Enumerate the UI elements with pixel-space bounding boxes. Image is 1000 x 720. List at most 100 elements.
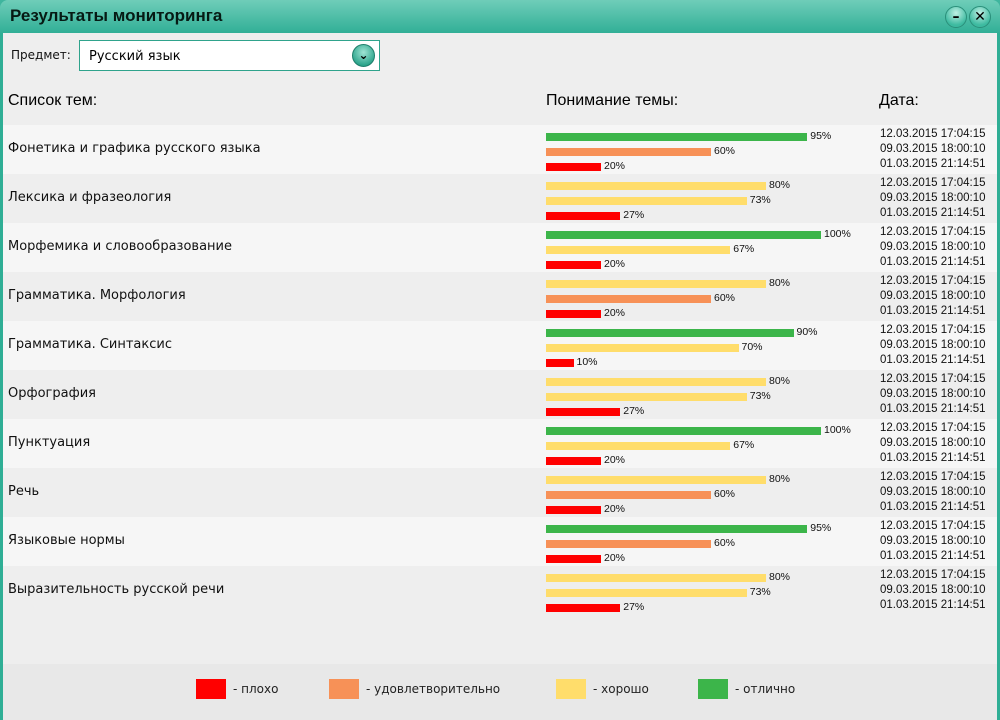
legend-swatch <box>329 679 359 699</box>
topic-row[interactable]: Морфемика и словообразование 100% 67% 20% 12… <box>3 223 997 272</box>
percent-label: 95% <box>810 522 832 534</box>
legend-swatch <box>698 679 728 699</box>
legend-item-excellent: - отлично <box>698 679 795 699</box>
result-dates: 12.03.2015 17:04:15 09.03.2015 18:00:10 01… <box>880 470 986 515</box>
percent-label: 60% <box>714 488 736 500</box>
result-dates: 12.03.2015 17:04:15 09.03.2015 18:00:10 01… <box>880 568 986 613</box>
result-date: 12.03.2015 17:04:15 <box>880 275 986 287</box>
percent-label: 73% <box>749 586 771 598</box>
result-date: 09.03.2015 18:00:10 <box>880 388 986 400</box>
bar-fill-bad <box>546 261 601 269</box>
bar-fill-bad <box>546 163 601 171</box>
close-button[interactable]: ✕ <box>969 6 991 28</box>
result-date: 12.03.2015 17:04:15 <box>880 471 986 483</box>
subject-value: Русский язык <box>89 49 181 64</box>
percent-label: 80% <box>769 179 791 191</box>
result-date: 12.03.2015 17:04:15 <box>880 422 986 434</box>
result-dates: 12.03.2015 17:04:15 09.03.2015 18:00:10 01… <box>880 127 986 172</box>
topic-name: Языковые нормы <box>8 533 125 548</box>
result-date: 09.03.2015 18:00:10 <box>880 192 986 204</box>
bar-fill-satisfactory <box>546 295 711 303</box>
bar-fill-bad <box>546 212 621 220</box>
topic-row[interactable]: Пунктуация 100% 67% 20% 12.03.2015 17:04:15 0… <box>3 419 997 468</box>
result-dates: 12.03.2015 17:04:15 09.03.2015 18:00:10 01… <box>880 274 986 319</box>
topic-row[interactable]: Грамматика. Синтаксис 90% 70% 10% 12.03.2015… <box>3 321 997 370</box>
percent-label: 67% <box>733 243 755 255</box>
result-date: 01.03.2015 21:14:51 <box>880 354 986 366</box>
topic-name: Грамматика. Синтаксис <box>8 337 172 352</box>
legend: - плохо - удовлетворительно - хорошо - отли… <box>3 664 997 720</box>
topic-row[interactable]: Речь 80% 60% 20% 12.03.2015 17:04:15 09.03.20… <box>3 468 997 517</box>
legend-label: - хорошо <box>593 682 649 696</box>
topic-row[interactable]: Грамматика. Морфология 80% 60% 20% 12.03.201… <box>3 272 997 321</box>
result-date: 01.03.2015 21:14:51 <box>880 501 986 513</box>
percent-label: 73% <box>749 390 771 402</box>
bar-fill-satisfactory <box>546 540 711 548</box>
bar-fill-good <box>546 393 747 401</box>
subject-select[interactable]: Русский язык ⌄ <box>79 40 380 71</box>
bar-fill-excellent <box>546 231 821 239</box>
topic-name: Лексика и фразеология <box>8 190 172 205</box>
result-date: 09.03.2015 18:00:10 <box>880 143 986 155</box>
topic-row[interactable]: Выразительность русской речи 80% 73% 27% 12.… <box>3 566 997 615</box>
window-title: Результаты мониторинга <box>10 6 223 25</box>
topic-name: Пунктуация <box>8 435 91 450</box>
percent-label: 80% <box>769 277 791 289</box>
result-dates: 12.03.2015 17:04:15 09.03.2015 18:00:10 01… <box>880 323 986 368</box>
topic-row[interactable]: Лексика и фразеология 80% 73% 27% 12.03.2015… <box>3 174 997 223</box>
percent-label: 20% <box>604 258 626 270</box>
topic-row[interactable]: Орфография 80% 73% 27% 12.03.2015 17:04:15 09… <box>3 370 997 419</box>
topic-row[interactable]: Фонетика и графика русского языка 95% 60% 2… <box>3 125 997 174</box>
topic-list: Фонетика и графика русского языка 95% 60% 2… <box>3 125 997 615</box>
percent-label: 60% <box>714 537 736 549</box>
bar-fill-excellent <box>546 133 808 141</box>
result-date: 12.03.2015 17:04:15 <box>880 177 986 189</box>
percent-label: 60% <box>714 145 736 157</box>
result-date: 01.03.2015 21:14:51 <box>880 550 986 562</box>
legend-swatch <box>556 679 586 699</box>
understanding-header: Понимание темы: <box>546 92 679 109</box>
percent-label: 20% <box>604 454 626 466</box>
result-date: 09.03.2015 18:00:10 <box>880 486 986 498</box>
result-dates: 12.03.2015 17:04:15 09.03.2015 18:00:10 01… <box>880 519 986 564</box>
result-date: 12.03.2015 17:04:15 <box>880 226 986 238</box>
result-dates: 12.03.2015 17:04:15 09.03.2015 18:00:10 01… <box>880 421 986 466</box>
result-date: 01.03.2015 21:14:51 <box>880 207 986 219</box>
window-content: Предмет: Русский язык ⌄ Список тем: Пони… <box>3 33 997 720</box>
result-date: 09.03.2015 18:00:10 <box>880 535 986 547</box>
bar-fill-good <box>546 344 739 352</box>
percent-label: 27% <box>623 209 645 221</box>
bar-fill-bad <box>546 506 601 514</box>
percent-label: 10% <box>576 356 598 368</box>
minimize-button[interactable]: – <box>945 6 967 28</box>
result-date: 01.03.2015 21:14:51 <box>880 158 986 170</box>
percent-label: 95% <box>810 130 832 142</box>
topic-name: Морфемика и словообразование <box>8 239 232 254</box>
result-date: 09.03.2015 18:00:10 <box>880 437 986 449</box>
result-date: 12.03.2015 17:04:15 <box>880 324 986 336</box>
bar-fill-good <box>546 589 747 597</box>
topic-row[interactable]: Языковые нормы 95% 60% 20% 12.03.2015 17:04:… <box>3 517 997 566</box>
result-date: 01.03.2015 21:14:51 <box>880 599 986 611</box>
percent-label: 27% <box>623 405 645 417</box>
bar-fill-bad <box>546 555 601 563</box>
percent-label: 100% <box>824 424 851 436</box>
chevron-down-icon[interactable]: ⌄ <box>352 44 375 67</box>
subject-label: Предмет: <box>11 48 71 62</box>
percent-label: 20% <box>604 160 626 172</box>
percent-label: 90% <box>796 326 818 338</box>
bar-fill-good <box>546 476 766 484</box>
result-date: 12.03.2015 17:04:15 <box>880 373 986 385</box>
bar-fill-good <box>546 442 731 450</box>
bar-fill-bad <box>546 604 621 612</box>
bar-fill-good <box>546 280 766 288</box>
percent-label: 20% <box>604 552 626 564</box>
result-dates: 12.03.2015 17:04:15 09.03.2015 18:00:10 01… <box>880 372 986 417</box>
date-header: Дата: <box>879 92 919 109</box>
percent-label: 100% <box>824 228 851 240</box>
percent-label: 70% <box>741 341 763 353</box>
result-date: 09.03.2015 18:00:10 <box>880 339 986 351</box>
bar-fill-bad <box>546 408 621 416</box>
bar-fill-excellent <box>546 525 808 533</box>
